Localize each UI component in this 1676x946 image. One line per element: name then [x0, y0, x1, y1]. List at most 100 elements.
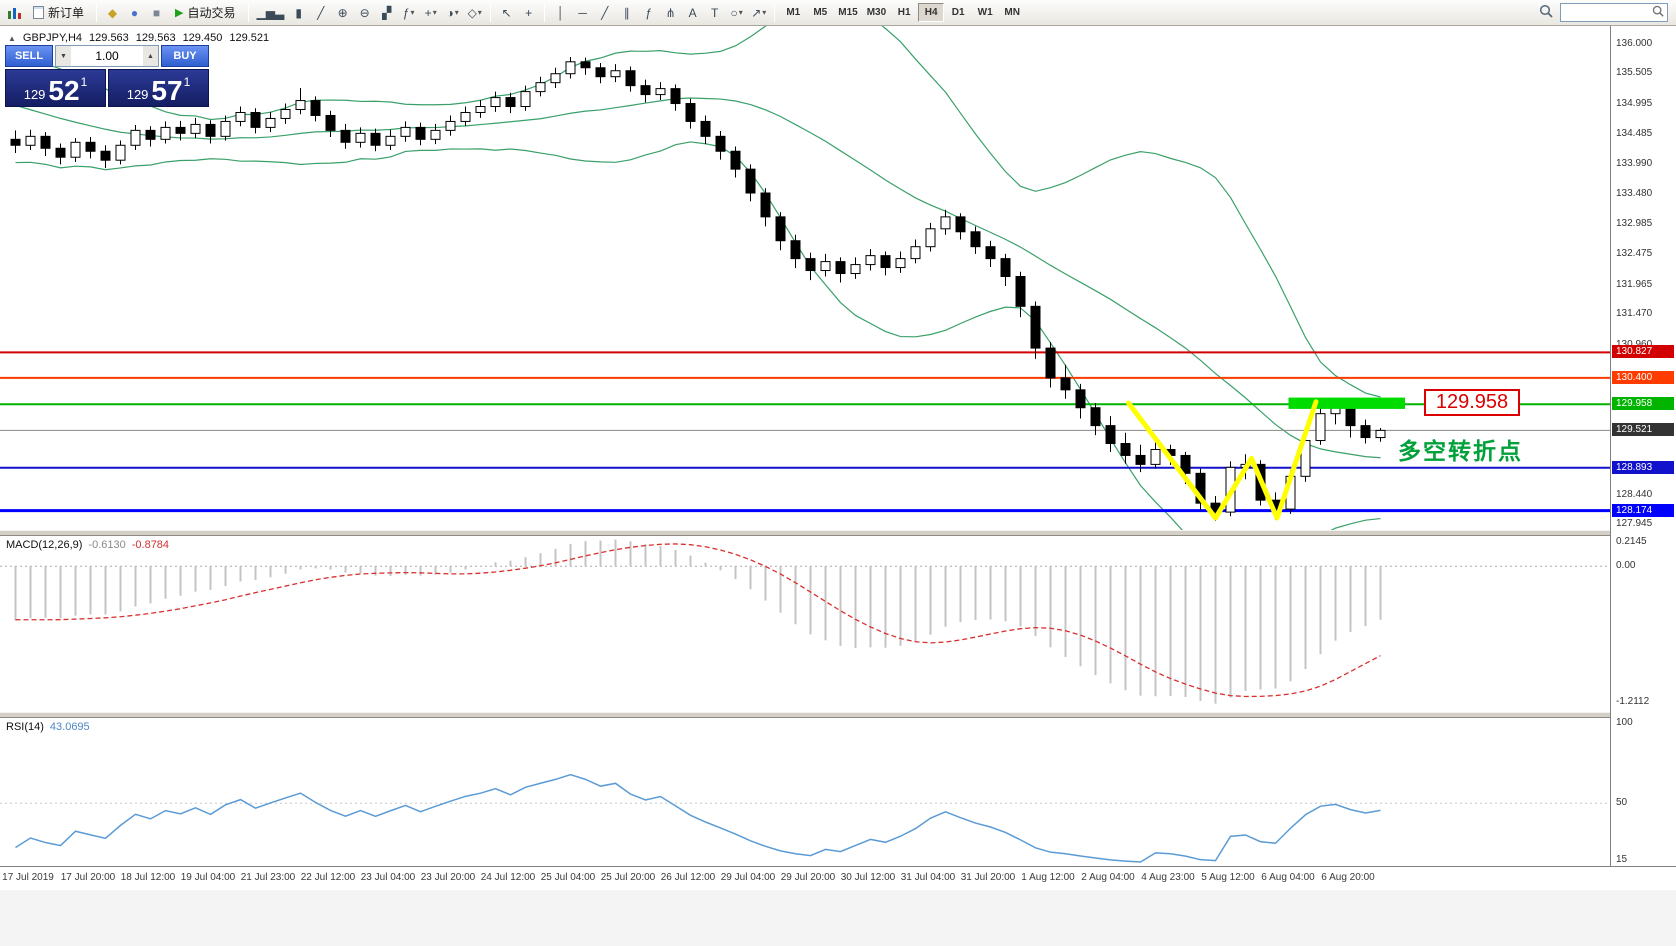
- timeframe-h4-button[interactable]: H4: [918, 3, 945, 22]
- bid-price-display[interactable]: 129 52 1: [5, 69, 106, 107]
- periods-icon: ◑: [446, 5, 454, 20]
- macd-histogram: [14, 539, 1382, 704]
- new-chart-button[interactable]: + ▾: [420, 2, 441, 23]
- label-button[interactable]: T: [704, 2, 725, 23]
- toolbar-search-area: [1535, 2, 1672, 23]
- horizontal-line-icon: ─: [578, 5, 587, 20]
- timeframe-m1-button[interactable]: M1: [780, 3, 806, 22]
- volume-input[interactable]: [71, 46, 143, 66]
- search-symbol-button[interactable]: [1535, 2, 1556, 23]
- price-badge: 130.827: [1612, 345, 1674, 359]
- ohlc-readout: ▲ GBPJPY,H4 129.563 129.563 129.450 129.…: [8, 32, 269, 46]
- new-order-button[interactable]: 新订单: [26, 2, 91, 24]
- indicators-button[interactable]: ƒ ▾: [398, 2, 419, 23]
- app-logo-icon: [4, 2, 26, 23]
- autotrading-button[interactable]: ▶ 自动交易: [168, 2, 242, 24]
- macd-panel[interactable]: MACD(12,26,9) -0.6130 -0.8784: [0, 536, 1676, 712]
- price-axis-label: 136.000: [1616, 37, 1653, 49]
- chevron-down-icon: ▾: [738, 8, 743, 17]
- volume-increase-button[interactable]: ▲: [143, 46, 158, 66]
- w-pattern-drawing[interactable]: [1126, 399, 1319, 521]
- crosshair-button[interactable]: +: [518, 2, 539, 23]
- timeframe-m30-button[interactable]: M30: [863, 3, 890, 22]
- price-badge: 129.521: [1612, 423, 1674, 437]
- cursor-button[interactable]: ↖: [496, 2, 517, 23]
- open-value: 129.563: [89, 32, 129, 44]
- text-button[interactable]: A: [682, 2, 703, 23]
- price-badge: 128.174: [1612, 503, 1674, 517]
- terminal-button[interactable]: ■: [146, 2, 167, 23]
- chevron-down-icon: ▾: [454, 8, 459, 17]
- price-chart[interactable]: [0, 26, 1610, 530]
- shapes-button[interactable]: ○ ▾: [726, 2, 747, 23]
- navigator-button[interactable]: ●: [124, 2, 145, 23]
- panel-divider[interactable]: [0, 712, 1676, 718]
- time-axis[interactable]: 17 Jul 2019 17 Jul 20:00 18 Jul 12:00 19 Ju…: [0, 866, 1676, 890]
- market-watch-button[interactable]: ◆: [102, 2, 123, 23]
- panel-divider[interactable]: [0, 530, 1676, 536]
- buy-button[interactable]: BUY: [161, 45, 209, 67]
- price-axis-label: 127.945: [1616, 518, 1653, 530]
- price-axis-label: 133.480: [1616, 188, 1653, 200]
- zoom-in-icon: ⊕: [337, 5, 348, 20]
- arrows-button[interactable]: ↗ ▾: [748, 2, 769, 23]
- macd-chart[interactable]: [0, 536, 1610, 712]
- symbol-label: GBPJPY,H4: [22, 32, 83, 44]
- new-order-label: 新订单: [48, 6, 85, 20]
- macd-axis-label: -1.2112: [1616, 696, 1650, 708]
- timeframe-w1-button[interactable]: W1: [972, 3, 998, 22]
- horizontal-line-button[interactable]: ─: [572, 2, 593, 23]
- timeframe-m15-button[interactable]: M15: [834, 3, 861, 22]
- channel-button[interactable]: ∥: [616, 2, 637, 23]
- time-axis-label: 23 Jul 04:00: [360, 872, 416, 883]
- rsi-panel[interactable]: RSI(14) 43.0695: [0, 718, 1676, 866]
- macd-signal-line: [15, 543, 1381, 698]
- price-chart-panel[interactable]: ▲ GBPJPY,H4 129.563 129.563 129.450 129.…: [0, 26, 1676, 530]
- ask-price-display[interactable]: 129 57 1: [108, 69, 209, 107]
- arrows-icon: ↗: [751, 5, 762, 20]
- sell-button[interactable]: SELL: [5, 45, 53, 67]
- timeframe-mn-button[interactable]: MN: [999, 3, 1025, 22]
- fibonacci-button[interactable]: ƒ: [638, 2, 659, 23]
- tile-windows-button[interactable]: ▞: [376, 2, 397, 23]
- rsi-axis-label: 100: [1616, 716, 1633, 728]
- search-go-icon[interactable]: [1652, 5, 1664, 20]
- shapes-icon: ○: [730, 5, 738, 20]
- turning-point-note[interactable]: 多空转折点: [1398, 438, 1523, 464]
- terminal-icon: ■: [152, 5, 161, 20]
- rsi-axis-label: 15: [1616, 853, 1628, 865]
- search-input[interactable]: [1564, 6, 1649, 19]
- toolbar-separator: [490, 3, 492, 22]
- time-axis-label: 19 Jul 04:00: [180, 872, 236, 883]
- timeframe-h1-button[interactable]: H1: [891, 3, 917, 22]
- bar-chart-type-button[interactable]: ▁▅▃: [254, 2, 288, 23]
- candlestick-type-button[interactable]: ▮: [288, 2, 309, 23]
- vertical-line-icon: │: [556, 5, 565, 20]
- price-level-callout[interactable]: 129.958: [1424, 389, 1520, 416]
- horizontal-level-lines[interactable]: [0, 351, 1610, 513]
- rsi-chart[interactable]: [0, 718, 1610, 866]
- trendline-button[interactable]: ╱: [594, 2, 615, 23]
- price-axis[interactable]: 136.000 135.505 134.995 134.485 133.990 133.4…: [1610, 26, 1676, 866]
- supply-zone-rect[interactable]: [1288, 397, 1406, 409]
- chevron-down-icon: ▾: [410, 8, 415, 17]
- channel-icon: ∥: [623, 5, 630, 20]
- price-badge: 130.400: [1612, 370, 1674, 384]
- timeframe-m5-button[interactable]: M5: [807, 3, 833, 22]
- toolbar-separator: [96, 3, 98, 22]
- volume-control: ▼ ▲: [55, 45, 159, 67]
- andrews-pitchfork-button[interactable]: ⋔: [660, 2, 681, 23]
- vertical-line-button[interactable]: │: [550, 2, 571, 23]
- chevron-down-icon: ▾: [432, 8, 437, 17]
- volume-decrease-button[interactable]: ▼: [56, 46, 71, 66]
- templates-button[interactable]: ◇ ▾: [464, 2, 485, 23]
- rsi-title: RSI(14): [6, 721, 44, 733]
- periods-button[interactable]: ◑ ▾: [442, 2, 463, 23]
- zoom-out-button[interactable]: ⊖: [354, 2, 375, 23]
- fibonacci-icon: ƒ: [645, 5, 653, 20]
- time-axis-label: 31 Jul 04:00: [900, 872, 956, 883]
- timeframe-d1-button[interactable]: D1: [945, 3, 971, 22]
- zoom-in-button[interactable]: ⊕: [332, 2, 353, 23]
- line-chart-type-button[interactable]: ╱: [310, 2, 331, 23]
